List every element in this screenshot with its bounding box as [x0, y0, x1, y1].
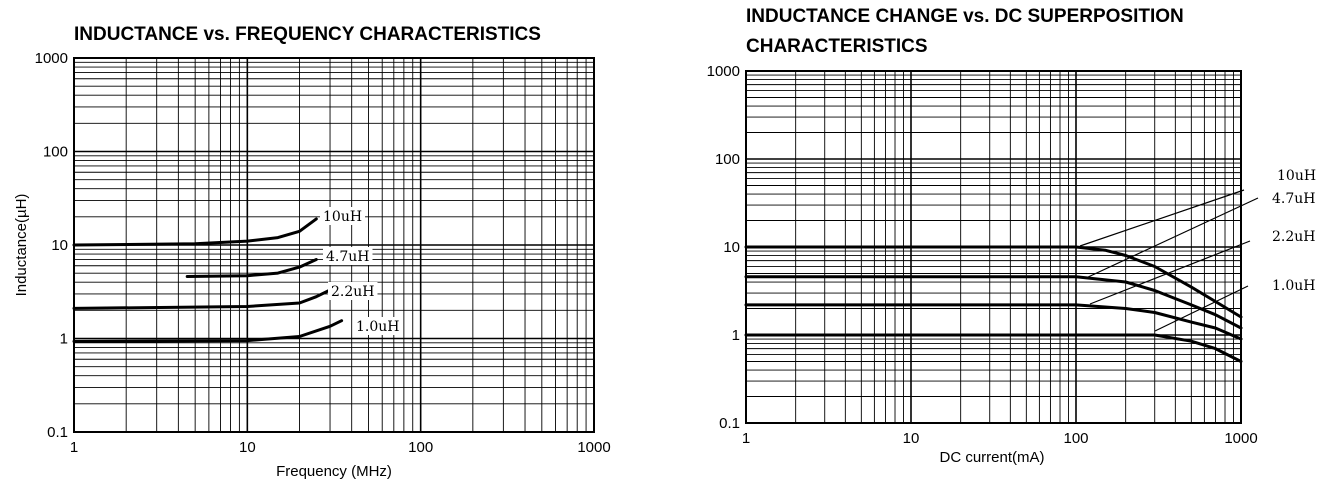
y-tick-label: 1 [60, 331, 68, 348]
chart-2: INDUCTANCE CHANGE vs. DC SUPERPOSITION CH… [707, 6, 1320, 466]
y-tick-label: 10 [723, 239, 740, 256]
x-tick-label: 1 [70, 439, 78, 456]
x-tick-label: 1 [742, 430, 750, 447]
series-label: 4.7uH [1272, 191, 1316, 207]
x-tick-label: 100 [408, 439, 433, 456]
x-tick-label: 1000 [577, 439, 610, 456]
series-label-bg [1269, 276, 1319, 294]
leader-line [1085, 197, 1259, 279]
series-line-2-2uH [72, 288, 332, 310]
series-label-bg [1269, 227, 1319, 245]
y-tick-label: 0.1 [719, 415, 740, 432]
y-tick-label: 100 [43, 144, 68, 161]
y-tick-label: 1000 [35, 50, 68, 67]
y-tick-label: 0.1 [47, 424, 68, 441]
series-line-4-7uH [185, 258, 318, 278]
series-label-bg [1269, 189, 1319, 207]
series-line-1-0uH [72, 319, 344, 343]
series-line-4-7uH [744, 275, 1243, 330]
series-line-10uH [744, 245, 1243, 319]
y-tick-label: 10 [51, 237, 68, 254]
leader-line [1154, 285, 1249, 332]
y-tick-label: 1 [732, 327, 740, 344]
series-line-1-0uH [744, 333, 1243, 363]
x-tick-label: 10 [903, 430, 920, 447]
series-label: 4.7uH [326, 249, 370, 265]
leader-line [1089, 240, 1251, 305]
x-tick-label: 100 [1063, 430, 1088, 447]
series-line-2-2uH [744, 303, 1243, 341]
y-tick-label: 100 [715, 151, 740, 168]
series-label-bg [323, 247, 373, 265]
chart-title: INDUCTANCE vs. FREQUENCY CHARACTERISTICS [74, 24, 541, 45]
series-label: 10uH [323, 209, 362, 225]
chart-1: INDUCTANCE vs. FREQUENCY CHARACTERISTICS… [13, 24, 611, 480]
x-tick-label: 1000 [1224, 430, 1257, 447]
series-label: 2.2uH [1272, 229, 1316, 245]
chart-title: CHARACTERISTICS [746, 36, 928, 57]
y-axis-label: Inductance(µH) [13, 194, 30, 297]
series-label: 2.2uH [331, 284, 375, 300]
x-axis-label: Frequency (MHz) [276, 463, 392, 480]
series-line-10uH [72, 217, 318, 247]
series-label: 10uH [1277, 168, 1316, 184]
grid [73, 58, 594, 433]
series-label-bg [1274, 166, 1320, 184]
series-label-bg [328, 282, 378, 300]
series-label: 1.0uH [1272, 278, 1316, 294]
leader-line [1079, 189, 1245, 247]
x-axis-label: DC current(mA) [939, 449, 1044, 466]
y-tick-label: 1000 [707, 63, 740, 80]
x-tick-label: 10 [239, 439, 256, 456]
series-label-bg [353, 317, 403, 335]
series-label: 1.0uH [356, 319, 400, 335]
series-label-bg [320, 207, 366, 225]
chart-title: INDUCTANCE CHANGE vs. DC SUPERPOSITION [746, 6, 1184, 27]
